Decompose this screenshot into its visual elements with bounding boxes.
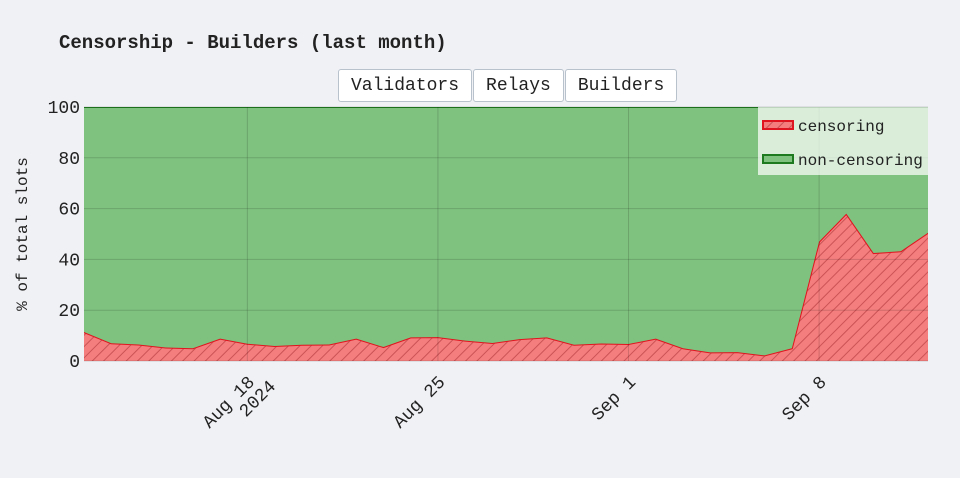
view-button[interactable]: Builders [564,69,678,102]
legend: censoring non-censoring [758,107,928,175]
area-hatch [84,213,928,361]
legend-swatch [762,154,794,164]
legend-label: non-censoring [798,152,923,170]
plot-area [84,107,928,361]
area [84,107,928,356]
x-tick-label: Sep 8 [779,373,831,425]
x-tick-label: Aug 25 [390,373,450,433]
legend-swatch-hatch [763,121,793,129]
chart-title: Censorship - Builders (last month) [59,32,447,54]
y-tick-label: 80 [58,150,80,170]
legend-label: censoring [798,118,884,136]
y-tick-label: 60 [58,201,80,221]
y-tick-label: 0 [69,353,80,373]
view-button[interactable]: Validators [338,69,473,102]
y-tick-label: 100 [48,99,80,119]
x-tick-label: Aug 182024 [200,365,281,446]
view-button[interactable]: Relays [473,69,564,102]
y-tick-label: 40 [58,251,80,271]
view-switcher: Validators Relays Builders [338,69,678,102]
y-axis-label: % of total slots [14,157,32,311]
x-tick-label: Sep 1 [588,373,640,425]
y-tick-label: 20 [58,302,80,322]
